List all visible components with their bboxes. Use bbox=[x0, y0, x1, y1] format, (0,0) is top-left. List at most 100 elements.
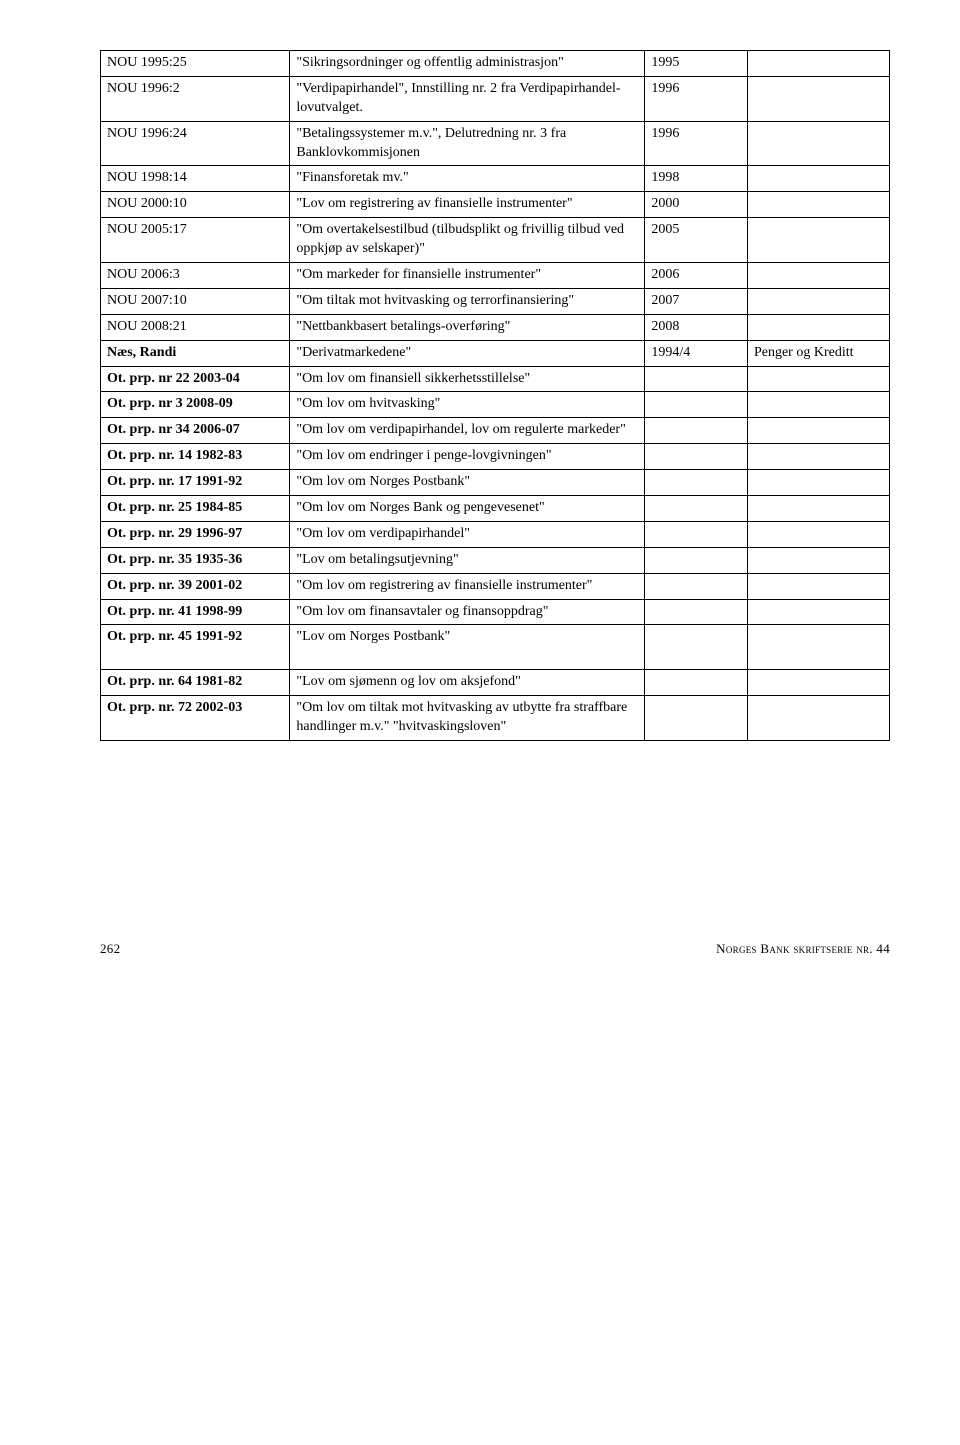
cell-ref: NOU 2007:10 bbox=[101, 288, 290, 314]
cell-ref: Ot. prp. nr. 35 1935-36 bbox=[101, 547, 290, 573]
cell-note bbox=[747, 314, 889, 340]
cell-title: "Finansforetak mv." bbox=[290, 166, 645, 192]
cell-year: 2008 bbox=[645, 314, 748, 340]
cell-note bbox=[747, 599, 889, 625]
cell-note bbox=[747, 496, 889, 522]
cell-ref: Ot. prp. nr. 25 1984-85 bbox=[101, 496, 290, 522]
cell-title: "Lov om sjømenn og lov om aksjefond" bbox=[290, 670, 645, 696]
cell-ref: Ot. prp. nr. 45 1991-92 bbox=[101, 625, 290, 670]
table-row: NOU 2006:3"Om markeder for finansielle i… bbox=[101, 263, 890, 289]
cell-note bbox=[747, 392, 889, 418]
cell-title: "Om lov om verdipapirhandel, lov om regu… bbox=[290, 418, 645, 444]
cell-year: 2005 bbox=[645, 218, 748, 263]
cell-note bbox=[747, 51, 889, 77]
cell-note bbox=[747, 670, 889, 696]
cell-title: "Om lov om finansiell sikkerhetsstillels… bbox=[290, 366, 645, 392]
cell-note bbox=[747, 288, 889, 314]
table-row: NOU 1996:24"Betalingssystemer m.v.", Del… bbox=[101, 121, 890, 166]
table-row: Ot. prp. nr. 35 1935-36"Lov om betalings… bbox=[101, 547, 890, 573]
cell-year: 2006 bbox=[645, 263, 748, 289]
table-row: Ot. prp. nr. 72 2002-03"Om lov om tiltak… bbox=[101, 696, 890, 741]
cell-ref: NOU 2008:21 bbox=[101, 314, 290, 340]
cell-year: 1998 bbox=[645, 166, 748, 192]
cell-title: "Om tiltak mot hvitvasking og terrorfina… bbox=[290, 288, 645, 314]
cell-ref: Ot. prp. nr 22 2003-04 bbox=[101, 366, 290, 392]
cell-note bbox=[747, 470, 889, 496]
cell-title: "Om lov om Norges Postbank" bbox=[290, 470, 645, 496]
cell-note bbox=[747, 573, 889, 599]
table-row: NOU 1995:25"Sikringsordninger og offentl… bbox=[101, 51, 890, 77]
cell-title: "Sikringsordninger og offentlig administ… bbox=[290, 51, 645, 77]
cell-title: "Om lov om endringer i penge-lovgivninge… bbox=[290, 444, 645, 470]
cell-note bbox=[747, 547, 889, 573]
table-row: NOU 1996:2"Verdipapirhandel", Innstillin… bbox=[101, 76, 890, 121]
cell-note bbox=[747, 444, 889, 470]
cell-ref: Ot. prp. nr. 14 1982-83 bbox=[101, 444, 290, 470]
cell-title: "Om lov om verdipapirhandel" bbox=[290, 521, 645, 547]
table-row: Ot. prp. nr. 45 1991-92"Lov om Norges Po… bbox=[101, 625, 890, 670]
cell-note bbox=[747, 418, 889, 444]
table-row: NOU 2008:21"Nettbankbasert betalings-ove… bbox=[101, 314, 890, 340]
cell-ref: Ot. prp. nr. 72 2002-03 bbox=[101, 696, 290, 741]
cell-title: "Om lov om hvitvasking" bbox=[290, 392, 645, 418]
cell-year: 2007 bbox=[645, 288, 748, 314]
cell-ref: Ot. prp. nr. 41 1998-99 bbox=[101, 599, 290, 625]
cell-year bbox=[645, 366, 748, 392]
cell-ref: Ot. prp. nr 34 2006-07 bbox=[101, 418, 290, 444]
table-row: NOU 2005:17"Om overtakelsestilbud (tilbu… bbox=[101, 218, 890, 263]
cell-ref: NOU 1995:25 bbox=[101, 51, 290, 77]
cell-ref: NOU 1998:14 bbox=[101, 166, 290, 192]
cell-year bbox=[645, 496, 748, 522]
cell-ref: NOU 2005:17 bbox=[101, 218, 290, 263]
cell-year: 1995 bbox=[645, 51, 748, 77]
table-row: NOU 2000:10"Lov om registrering av finan… bbox=[101, 192, 890, 218]
cell-ref: NOU 1996:24 bbox=[101, 121, 290, 166]
cell-note bbox=[747, 263, 889, 289]
cell-title: "Om lov om tiltak mot hvitvasking av utb… bbox=[290, 696, 645, 741]
cell-year bbox=[645, 625, 748, 670]
cell-year bbox=[645, 444, 748, 470]
table-row: NOU 2007:10"Om tiltak mot hvitvasking og… bbox=[101, 288, 890, 314]
cell-ref: Ot. prp. nr. 17 1991-92 bbox=[101, 470, 290, 496]
cell-note bbox=[747, 521, 889, 547]
table-row: Ot. prp. nr 3 2008-09"Om lov om hvitvask… bbox=[101, 392, 890, 418]
table-row: Næs, Randi"Derivatmarkedene"1994/4Penger… bbox=[101, 340, 890, 366]
cell-year bbox=[645, 521, 748, 547]
cell-title: "Om overtakelsestilbud (tilbudsplikt og … bbox=[290, 218, 645, 263]
table-row: Ot. prp. nr. 64 1981-82"Lov om sjømenn o… bbox=[101, 670, 890, 696]
cell-year: 1996 bbox=[645, 76, 748, 121]
table-row: Ot. prp. nr. 17 1991-92"Om lov om Norges… bbox=[101, 470, 890, 496]
table-row: Ot. prp. nr. 14 1982-83"Om lov om endrin… bbox=[101, 444, 890, 470]
cell-title: "Om lov om registrering av finansielle i… bbox=[290, 573, 645, 599]
cell-note bbox=[747, 166, 889, 192]
cell-year bbox=[645, 573, 748, 599]
cell-ref: NOU 2006:3 bbox=[101, 263, 290, 289]
cell-year: 2000 bbox=[645, 192, 748, 218]
table-row: Ot. prp. nr. 25 1984-85"Om lov om Norges… bbox=[101, 496, 890, 522]
cell-title: "Derivatmarkedene" bbox=[290, 340, 645, 366]
cell-title: "Om lov om Norges Bank og pengevesenet" bbox=[290, 496, 645, 522]
cell-year bbox=[645, 696, 748, 741]
cell-title: "Om markeder for finansielle instrumente… bbox=[290, 263, 645, 289]
cell-year bbox=[645, 547, 748, 573]
cell-year: 1996 bbox=[645, 121, 748, 166]
cell-ref: NOU 1996:2 bbox=[101, 76, 290, 121]
cell-ref: Ot. prp. nr. 29 1996-97 bbox=[101, 521, 290, 547]
table-row: Ot. prp. nr 34 2006-07"Om lov om verdipa… bbox=[101, 418, 890, 444]
cell-title: "Lov om betalingsutjevning" bbox=[290, 547, 645, 573]
cell-ref: Ot. prp. nr. 39 2001-02 bbox=[101, 573, 290, 599]
cell-title: "Nettbankbasert betalings-overføring" bbox=[290, 314, 645, 340]
cell-year bbox=[645, 392, 748, 418]
cell-ref: NOU 2000:10 bbox=[101, 192, 290, 218]
cell-title: "Lov om Norges Postbank" bbox=[290, 625, 645, 670]
cell-year bbox=[645, 670, 748, 696]
cell-ref: Ot. prp. nr 3 2008-09 bbox=[101, 392, 290, 418]
cell-title: "Lov om registrering av finansielle inst… bbox=[290, 192, 645, 218]
cell-title: "Om lov om finansavtaler og finansoppdra… bbox=[290, 599, 645, 625]
cell-note bbox=[747, 218, 889, 263]
table-row: NOU 1998:14"Finansforetak mv."1998 bbox=[101, 166, 890, 192]
cell-year: 1994/4 bbox=[645, 340, 748, 366]
document-table: NOU 1995:25"Sikringsordninger og offentl… bbox=[100, 50, 890, 741]
cell-note bbox=[747, 696, 889, 741]
cell-note bbox=[747, 192, 889, 218]
